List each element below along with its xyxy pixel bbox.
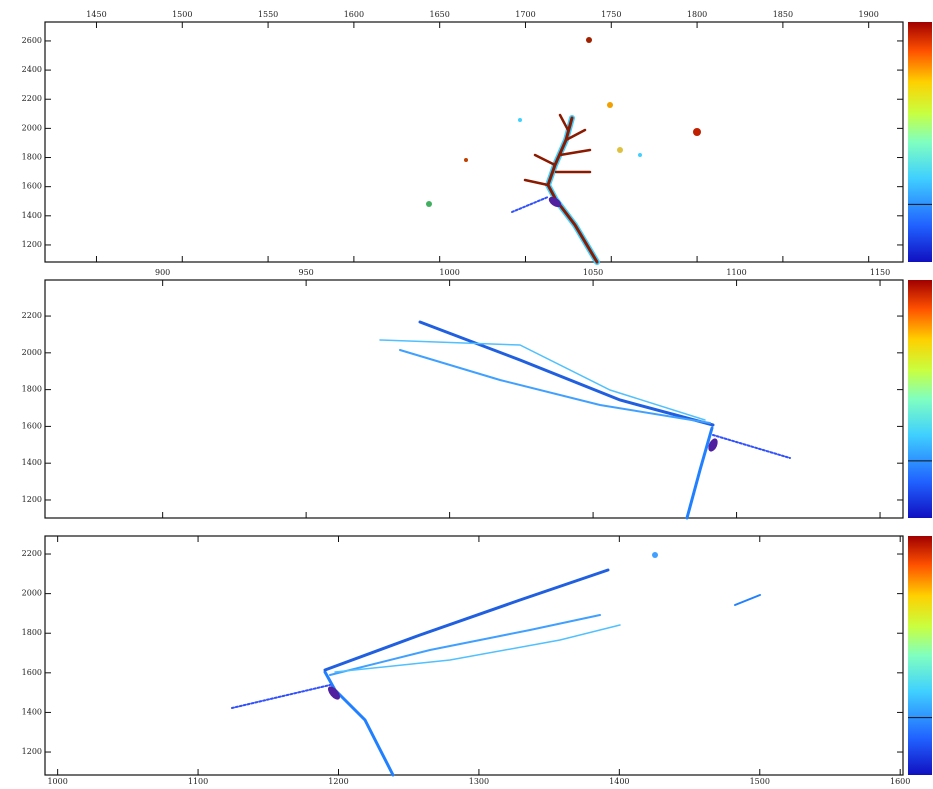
y-tick-label: 1400 [22,458,42,467]
x-tick-label: 1400 [609,777,629,785]
y-tick-label: 1800 [22,628,42,637]
panels [44,21,932,776]
x-tick-label: 1050 [583,268,603,277]
colorbar [908,22,932,262]
y-tick-label: 1600 [22,668,42,677]
y-tick-label: 1200 [22,240,42,249]
y-tick-label: 2200 [22,94,42,103]
x-tick-label: 1600 [344,10,364,19]
plot-frame [44,21,904,263]
y-tick-label: 2600 [22,36,42,45]
tracks-panel-3 [231,552,761,777]
x-tick-label: 1200 [328,777,348,785]
x-tick-label: 1700 [515,10,535,19]
x-tick-label: 1550 [258,10,278,19]
x-tick-label: 1600 [890,777,910,785]
plot-frame [44,279,904,519]
y-tick-label: 1400 [22,211,42,220]
y-tick-label: 1600 [22,421,42,430]
x-tick-label: 1850 [773,10,793,19]
y-tick-label: 2400 [22,65,42,74]
x-tick-label: 1650 [430,10,450,19]
y-tick-label: 2000 [22,348,42,357]
x-tick-label: 1500 [172,10,192,19]
x-tick-label: 1150 [870,268,890,277]
x-tick-label: 1300 [469,777,489,785]
x-tick-label: 950 [298,268,313,277]
x-tick-label: 1800 [687,10,707,19]
x-tick-label: 900 [155,268,170,277]
y-tick-label: 1600 [22,182,42,191]
x-tick-label: 1100 [188,777,208,785]
y-tick-label: 1200 [22,747,42,756]
y-tick-label: 1800 [22,153,42,162]
x-tick-label: 1000 [47,777,67,785]
x-tick-label: 1750 [601,10,621,19]
y-tick-label: 1800 [22,385,42,394]
y-tick-label: 1400 [22,707,42,716]
tracks-panel-1 [426,37,701,265]
tracks-panel-2 [379,320,791,520]
colorbar [908,536,932,775]
y-tick-label: 2200 [22,311,42,320]
y-tick-label: 2200 [22,549,42,558]
y-tick-label: 1200 [22,495,42,504]
colorbar [908,280,932,518]
x-tick-label: 1000 [439,268,459,277]
x-tick-label: 1100 [726,268,746,277]
y-tick-label: 2000 [22,123,42,132]
y-tick-label: 2000 [22,589,42,598]
x-tick-label: 1500 [750,777,770,785]
x-tick-label: 1900 [859,10,879,19]
x-tick-label: 1450 [86,10,106,19]
